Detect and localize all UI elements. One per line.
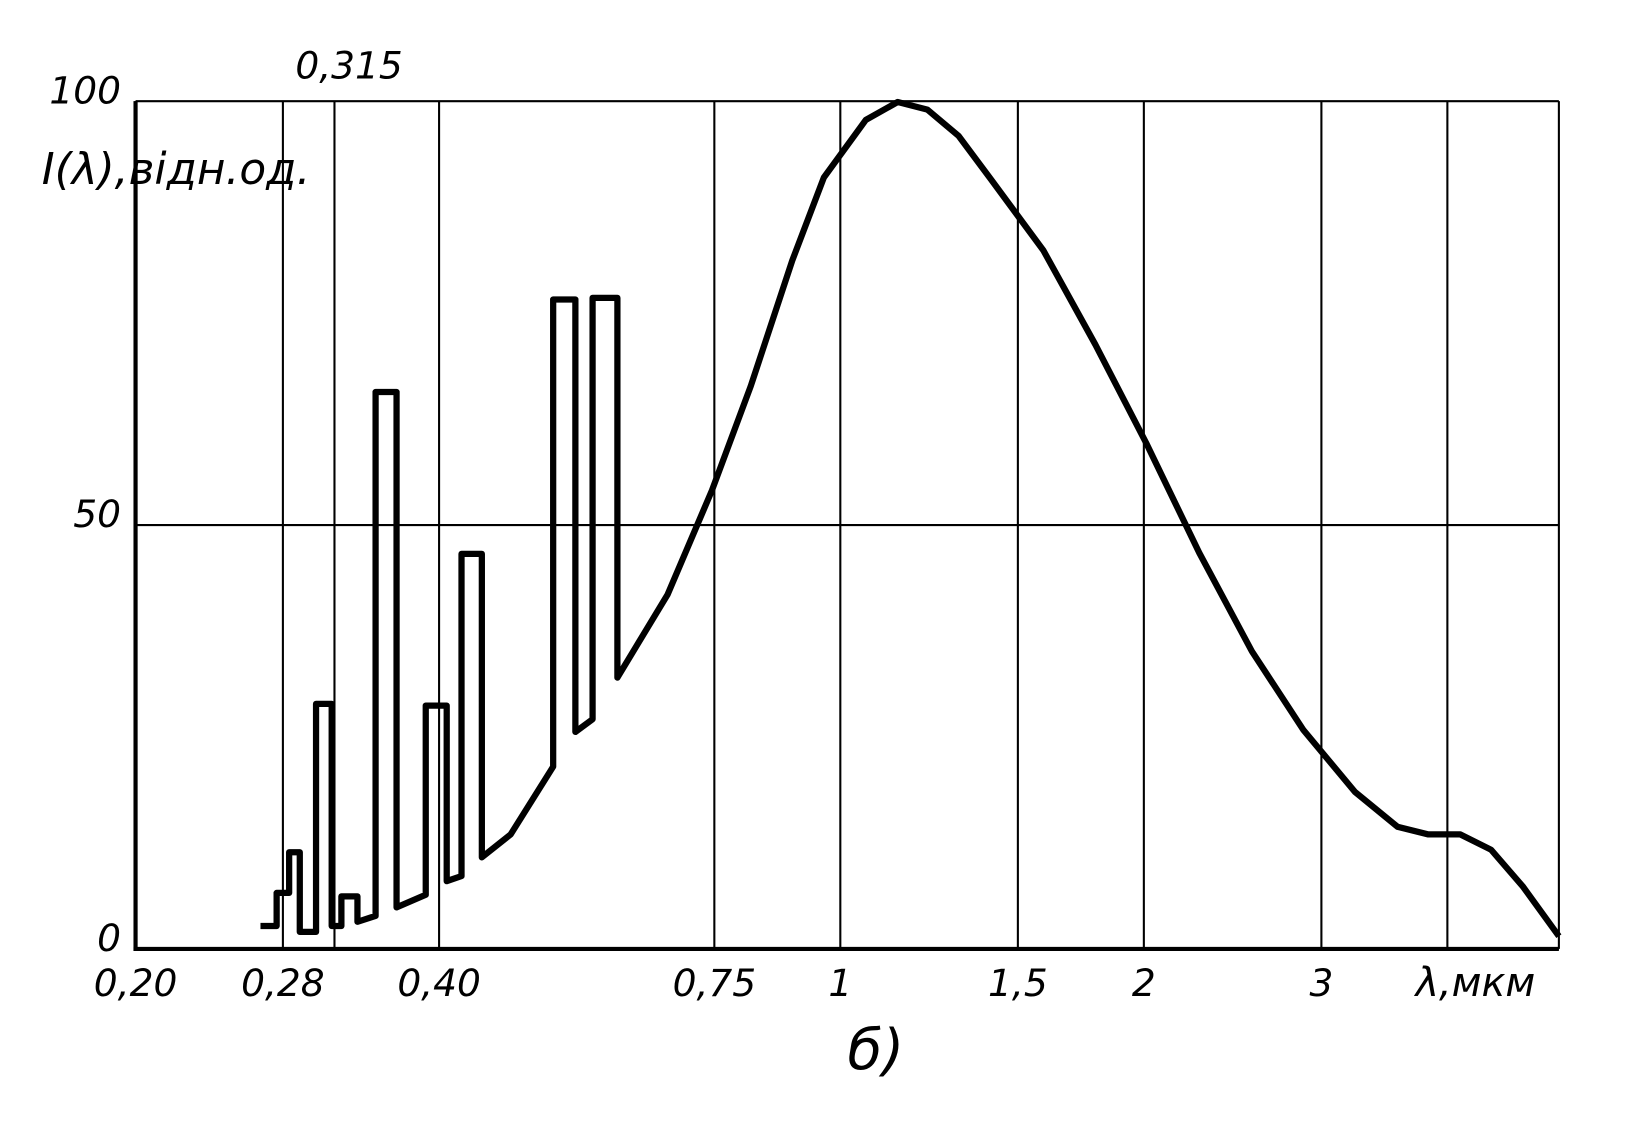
x-tick-label: 1	[828, 961, 852, 1005]
y-tick-label: 100	[49, 68, 121, 112]
x-tick-label: 1,5	[988, 961, 1048, 1005]
caption: б)	[848, 1018, 905, 1083]
y-tick-label: 50	[73, 492, 121, 536]
x-tick-label: 0,28	[241, 961, 325, 1005]
x-tick-label: 0,20	[94, 961, 178, 1005]
x-tick-label: 2	[1132, 961, 1156, 1005]
x-tick-label: 0,40	[397, 961, 481, 1005]
x-axis-label: λ,мкм	[1414, 960, 1536, 1006]
top-x-tick-label: 0,315	[295, 43, 402, 87]
y-axis-label: I(λ),відн.од.	[42, 144, 311, 195]
x-tick-label: 3	[1309, 961, 1333, 1005]
spectrum-line	[260, 98, 1562, 939]
x-tick-label: 0,75	[673, 961, 757, 1005]
y-tick-label: 0	[97, 916, 121, 960]
